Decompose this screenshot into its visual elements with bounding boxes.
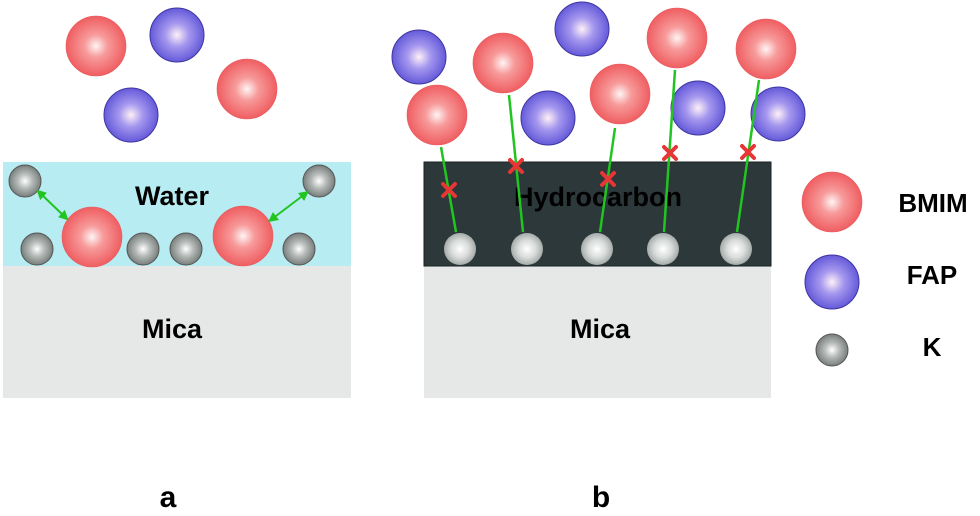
fap-ion — [391, 29, 447, 85]
fap-ion — [149, 7, 205, 63]
legend-bmim-label: BMIM — [898, 188, 967, 218]
fap-ion — [554, 1, 610, 57]
bmim-ion — [735, 18, 797, 80]
exchange-arrow — [268, 190, 309, 223]
panel-a: Water Mica a — [3, 7, 351, 514]
legend: BMIM FAP K — [801, 171, 968, 367]
panel-b: Hydrocarbon — [391, 1, 806, 514]
mica-substrate — [424, 266, 771, 398]
bmim-ion — [65, 15, 127, 77]
mica-substrate — [3, 266, 351, 398]
legend-k-swatch — [815, 333, 849, 367]
blocked-x-icon — [740, 144, 756, 160]
mica-label: Mica — [142, 314, 203, 344]
k-ion — [511, 233, 543, 265]
bmim-ion-adsorbed — [61, 206, 123, 268]
k-ion — [647, 233, 679, 265]
k-ion — [444, 233, 476, 265]
bmim-ion — [216, 58, 278, 120]
exchange-arrow — [735, 79, 761, 233]
legend-fap-swatch — [804, 254, 860, 310]
bmim-ion — [406, 84, 468, 146]
k-ion — [302, 164, 336, 198]
blocked-marks — [441, 144, 756, 198]
fap-ion — [520, 90, 576, 146]
k-ion — [720, 233, 752, 265]
legend-fap-label: FAP — [907, 260, 958, 290]
bmim-ion — [472, 32, 534, 94]
k-ions — [444, 233, 752, 265]
legend-bmim-swatch — [801, 171, 863, 233]
k-ion — [581, 233, 613, 265]
bmim-ion — [589, 63, 651, 125]
panel-a-label: a — [160, 481, 177, 514]
fap-ion — [103, 87, 159, 143]
k-ion — [8, 164, 42, 198]
k-ion — [126, 232, 160, 266]
panel-b-label: b — [592, 481, 610, 514]
k-ion — [20, 232, 54, 266]
k-ion — [169, 232, 203, 266]
blocked-x-icon — [600, 171, 616, 187]
fap-ion — [670, 80, 726, 136]
k-ions — [8, 164, 336, 266]
blocked-x-icon — [508, 158, 524, 174]
hydrocarbon-label: Hydrocarbon — [514, 182, 682, 212]
bmim-ion — [646, 7, 708, 69]
k-ion — [282, 232, 316, 266]
blocked-x-icon — [441, 182, 457, 198]
blocked-x-icon — [662, 145, 678, 161]
bmim-ion-adsorbed — [212, 205, 274, 267]
water-label: Water — [135, 181, 210, 211]
fap-ion — [750, 86, 806, 142]
free-ions — [65, 7, 278, 143]
legend-k-label: K — [923, 332, 942, 362]
mica-label: Mica — [570, 314, 631, 344]
exchange-arrow — [36, 189, 69, 221]
free-ions — [391, 1, 806, 146]
